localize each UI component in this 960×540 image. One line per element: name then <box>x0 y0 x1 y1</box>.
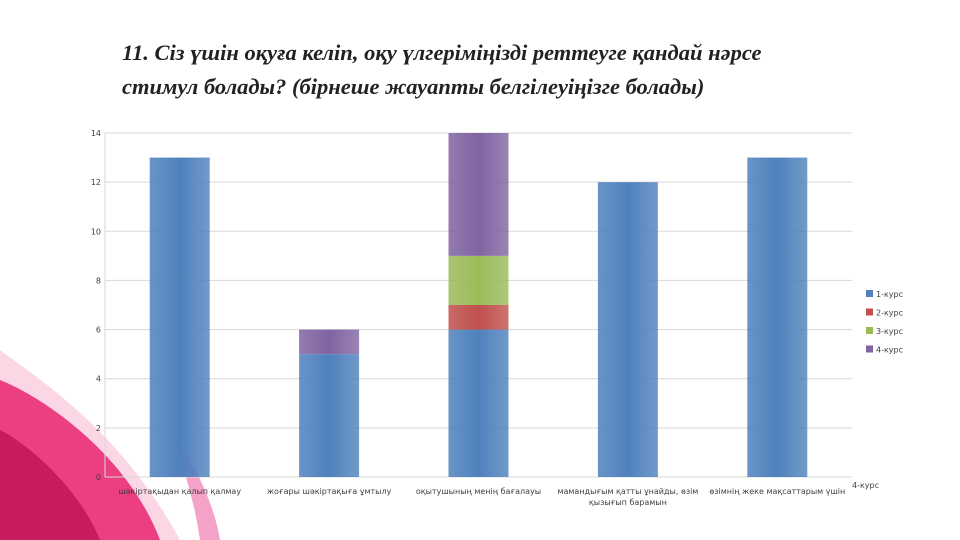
bar-segment-3-курс <box>448 255 509 305</box>
legend-swatch <box>866 345 873 353</box>
legend-swatch <box>866 290 873 297</box>
bar-segment-1-курс <box>597 182 658 477</box>
y-tick-label: 10 <box>91 227 101 236</box>
x-tick-label: өзімнің жеке мақсаттарым үшін <box>709 487 845 496</box>
y-tick-label: 12 <box>91 178 101 187</box>
x-tick-label: қызығып барамын <box>589 498 667 507</box>
legend-label: 1-курс <box>876 290 903 299</box>
y-tick-label: 2 <box>96 424 101 433</box>
x-tick-label: мамандығым қатты ұнайды, өзім <box>557 487 698 496</box>
bar-segment-4-курс <box>299 329 360 355</box>
y-tick-label: 14 <box>91 129 101 138</box>
x-tick-label: жоғары шәкіртақыға ұмтылу <box>267 487 392 496</box>
bar-segment-1-курс <box>747 157 808 478</box>
x-tick-label: оқытушының менің бағалауы <box>416 487 541 496</box>
y-tick-label: 6 <box>96 326 101 335</box>
bar-segment-1-курс <box>299 354 360 477</box>
chart-legend: 1-курс 2-курс 3-курс 4-курс 4-курс <box>852 290 903 490</box>
x-axis: шәкіртақыдан қалып қалмау жоғары шәкіртақ… <box>118 487 845 507</box>
bar-segment-1-курс <box>448 329 509 477</box>
stray-series-label: 4-курс <box>852 481 879 490</box>
title-line-2: стимул болады? (бірнеше жауапты белгілеу… <box>122 74 705 99</box>
bar-segment-2-курс <box>448 305 509 330</box>
legend-swatch <box>866 327 873 334</box>
title-line-1: 11. Сіз үшін оқуға келіп, оқу үлгеріміңі… <box>122 40 762 65</box>
decor-swoosh-3 <box>0 430 100 540</box>
x-tick-label: шәкіртақыдан қалып қалмау <box>118 487 241 496</box>
chart-bars <box>149 133 808 478</box>
y-tick-label: 0 <box>96 473 101 482</box>
legend-swatch <box>866 308 873 316</box>
y-tick-label: 8 <box>96 276 101 285</box>
legend-label: 3-курс <box>876 327 903 336</box>
bar-segment-4-курс <box>448 133 509 256</box>
legend-label: 4-курс <box>876 346 903 355</box>
bar-segment-1-курс <box>149 157 210 478</box>
y-tick-label: 4 <box>96 375 101 384</box>
y-axis: 0 2 4 6 8 10 12 14 <box>91 129 106 482</box>
legend-label: 2-курс <box>876 309 903 318</box>
slide-title: 11. Сіз үшін оқуға келіп, оқу үлгеріміңі… <box>122 36 882 104</box>
